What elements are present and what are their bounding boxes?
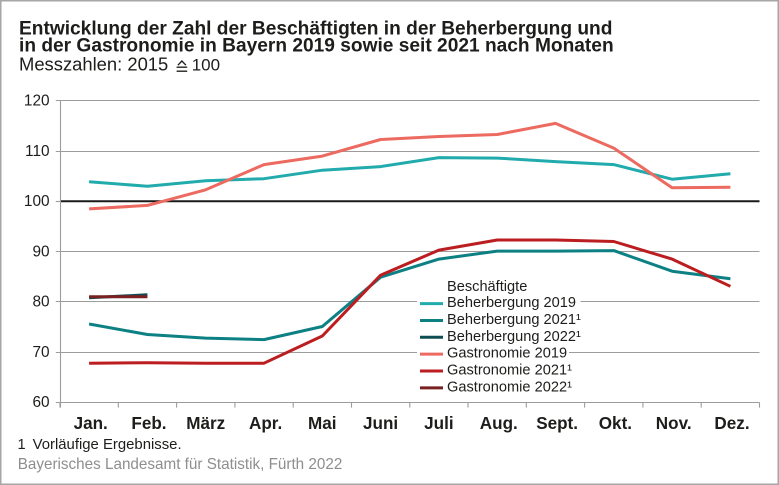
svg-text:März: März: [186, 414, 225, 433]
svg-text:Feb.: Feb.: [131, 414, 166, 433]
svg-text:Gastronomie 2022¹: Gastronomie 2022¹: [447, 379, 572, 395]
svg-text:Nov.: Nov.: [656, 414, 692, 433]
svg-text:Apr.: Apr.: [249, 414, 282, 433]
svg-text:Entwicklung der Zahl der Besch: Entwicklung der Zahl der Beschäftigten i…: [19, 18, 612, 39]
svg-text:Juli: Juli: [424, 414, 453, 433]
svg-text:Beherbergung 2019: Beherbergung 2019: [447, 295, 576, 311]
svg-text:Sept.: Sept.: [536, 414, 578, 433]
svg-text:Vorläufige Ergebnisse.: Vorläufige Ergebnisse.: [33, 437, 182, 453]
svg-text:100: 100: [24, 193, 50, 210]
svg-text:Bayerisches Landesamt für Stat: Bayerisches Landesamt für Statistik, Für…: [18, 456, 343, 473]
svg-text:60: 60: [32, 394, 49, 411]
svg-text:100: 100: [192, 56, 220, 75]
svg-text:Jan.: Jan.: [74, 414, 108, 433]
svg-text:Mai: Mai: [308, 414, 337, 433]
svg-text:Okt.: Okt.: [599, 414, 632, 433]
svg-text:110: 110: [25, 143, 50, 160]
svg-text:in der Gastronomie in Bayern 2: in der Gastronomie in Bayern 2019 sowie …: [19, 36, 614, 57]
svg-text:120: 120: [24, 93, 50, 110]
svg-text:Dez.: Dez.: [714, 414, 749, 433]
svg-text:Beschäftigte: Beschäftigte: [447, 279, 527, 295]
svg-text:1: 1: [18, 437, 26, 453]
svg-text:90: 90: [32, 243, 49, 260]
svg-text:70: 70: [32, 344, 49, 361]
svg-text:Messzahlen: 2015: Messzahlen: 2015: [19, 54, 168, 75]
svg-text:Beherbergung 2021¹: Beherbergung 2021¹: [447, 312, 581, 328]
svg-text:Aug.: Aug.: [480, 414, 518, 433]
svg-text:Gastronomie 2019: Gastronomie 2019: [447, 346, 567, 362]
svg-text:80: 80: [32, 294, 49, 311]
svg-text:Juni: Juni: [363, 414, 398, 433]
svg-text:Gastronomie 2021¹: Gastronomie 2021¹: [447, 363, 572, 379]
svg-text:Beherbergung 2022¹: Beherbergung 2022¹: [447, 329, 581, 345]
